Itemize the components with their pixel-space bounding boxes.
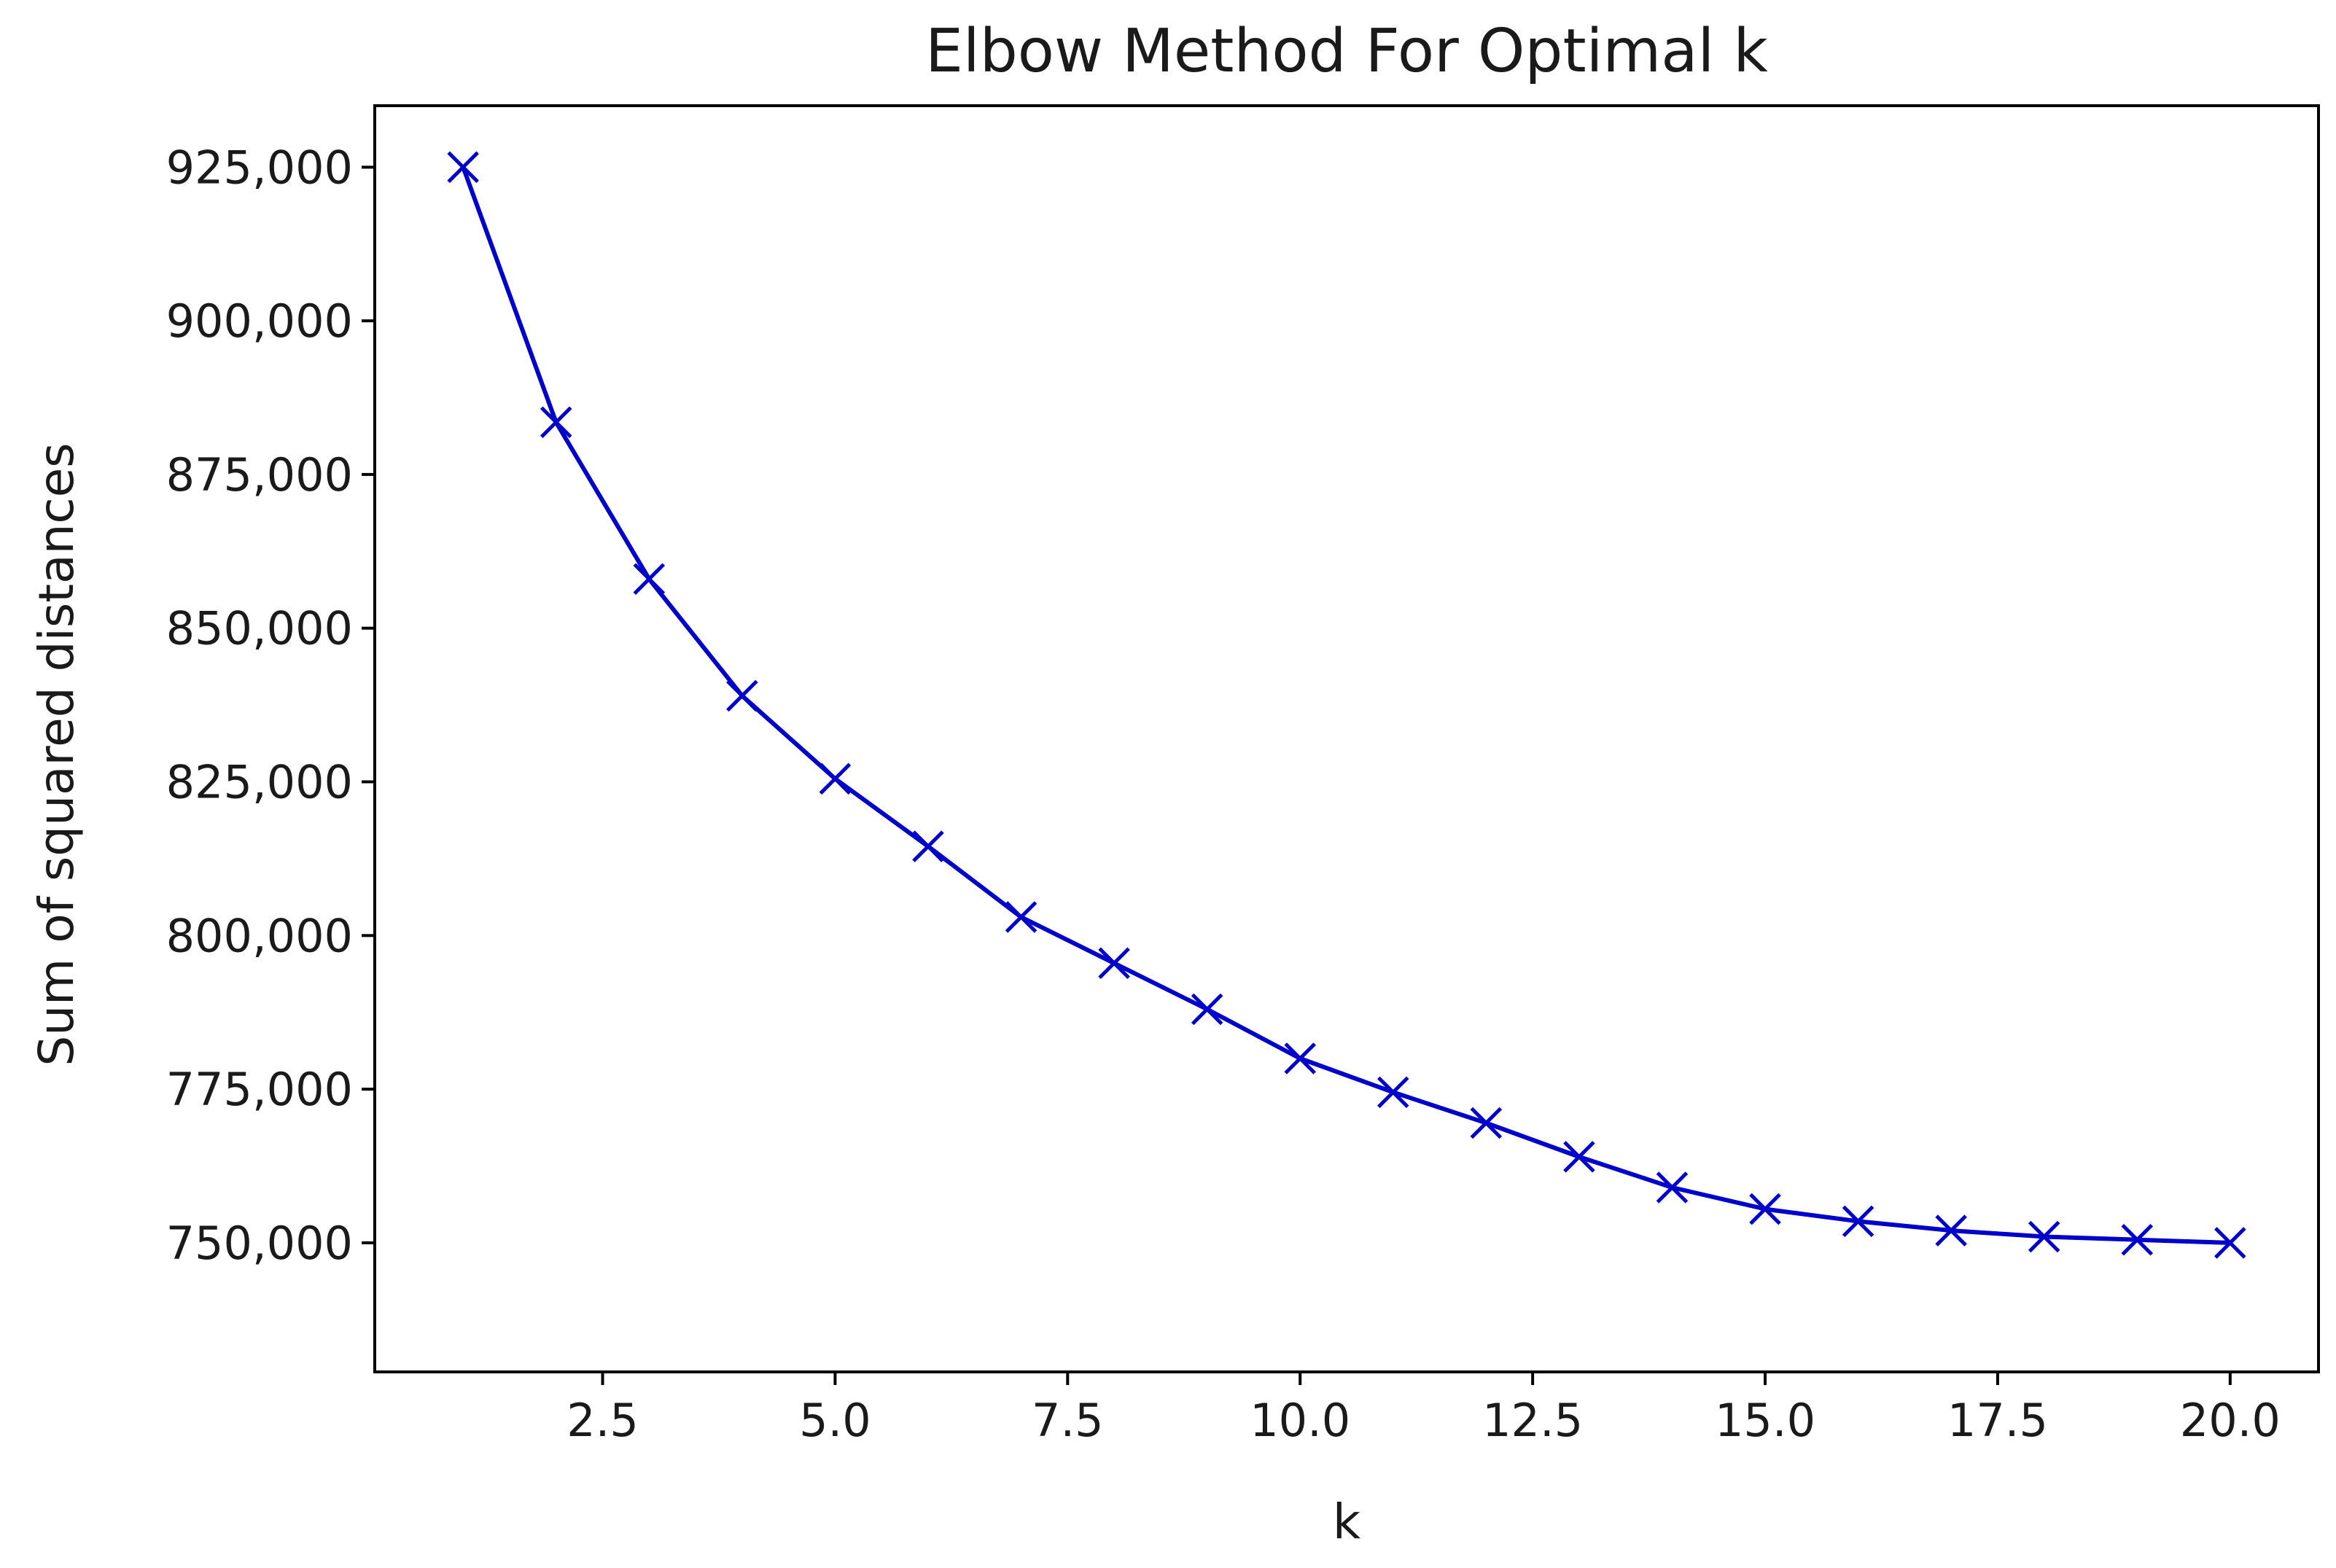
data-point-marker — [633, 563, 666, 596]
x-tick-label: 2.5 — [567, 1394, 639, 1447]
data-point-marker — [1656, 1171, 1689, 1204]
data-point-marker — [1284, 1042, 1316, 1074]
y-tick-label: 800,000 — [166, 909, 353, 962]
data-point-marker — [2121, 1223, 2154, 1256]
data-point-marker — [1842, 1205, 1874, 1238]
data-point-marker — [726, 679, 758, 712]
data-point-marker — [1005, 901, 1037, 933]
data-point-marker — [447, 151, 479, 184]
y-axis-ticks: 750,000 775,000 800,000 825,000 850,000 875,0… — [166, 141, 375, 1270]
data-point-marker — [1098, 947, 1130, 980]
x-tick-label: 17.5 — [1947, 1394, 2048, 1447]
y-tick-label: 775,000 — [166, 1063, 353, 1116]
series-markers — [447, 151, 2246, 1259]
chart-title: Elbow Method For Optimal k — [925, 17, 1768, 86]
x-tick-label: 10.0 — [1250, 1394, 1350, 1447]
data-point-marker — [1191, 993, 1223, 1026]
data-point-marker — [1470, 1107, 1503, 1139]
data-point-marker — [2214, 1227, 2246, 1259]
data-point-marker — [1935, 1214, 1967, 1247]
data-point-marker — [819, 762, 852, 795]
y-tick-label: 875,000 — [166, 448, 353, 502]
x-tick-label: 7.5 — [1032, 1394, 1104, 1447]
data-point-marker — [1563, 1141, 1595, 1173]
y-tick-label: 925,000 — [166, 141, 353, 194]
x-axis-ticks: 2.5 5.0 7.5 10.0 12.5 15.0 17.5 20.0 — [567, 1372, 2281, 1447]
x-tick-label: 12.5 — [1482, 1394, 1583, 1447]
data-point-marker — [912, 830, 944, 862]
x-tick-label: 20.0 — [2180, 1394, 2281, 1447]
y-tick-label: 850,000 — [166, 602, 353, 655]
data-point-marker — [1749, 1193, 1781, 1225]
data-point-marker — [1377, 1076, 1409, 1109]
x-tick-label: 5.0 — [799, 1394, 871, 1447]
y-tick-label: 750,000 — [166, 1217, 353, 1270]
y-tick-label: 900,000 — [166, 295, 353, 348]
plot-area-frame — [373, 104, 2320, 1373]
y-tick-label: 825,000 — [166, 756, 353, 809]
data-point-marker — [540, 406, 572, 439]
data-point-marker — [2028, 1220, 2060, 1253]
x-axis-label: k — [1333, 1494, 1361, 1550]
y-axis-label: Sum of squared distances — [28, 442, 85, 1066]
x-tick-label: 15.0 — [1715, 1394, 1815, 1447]
series-line — [461, 166, 2230, 1245]
